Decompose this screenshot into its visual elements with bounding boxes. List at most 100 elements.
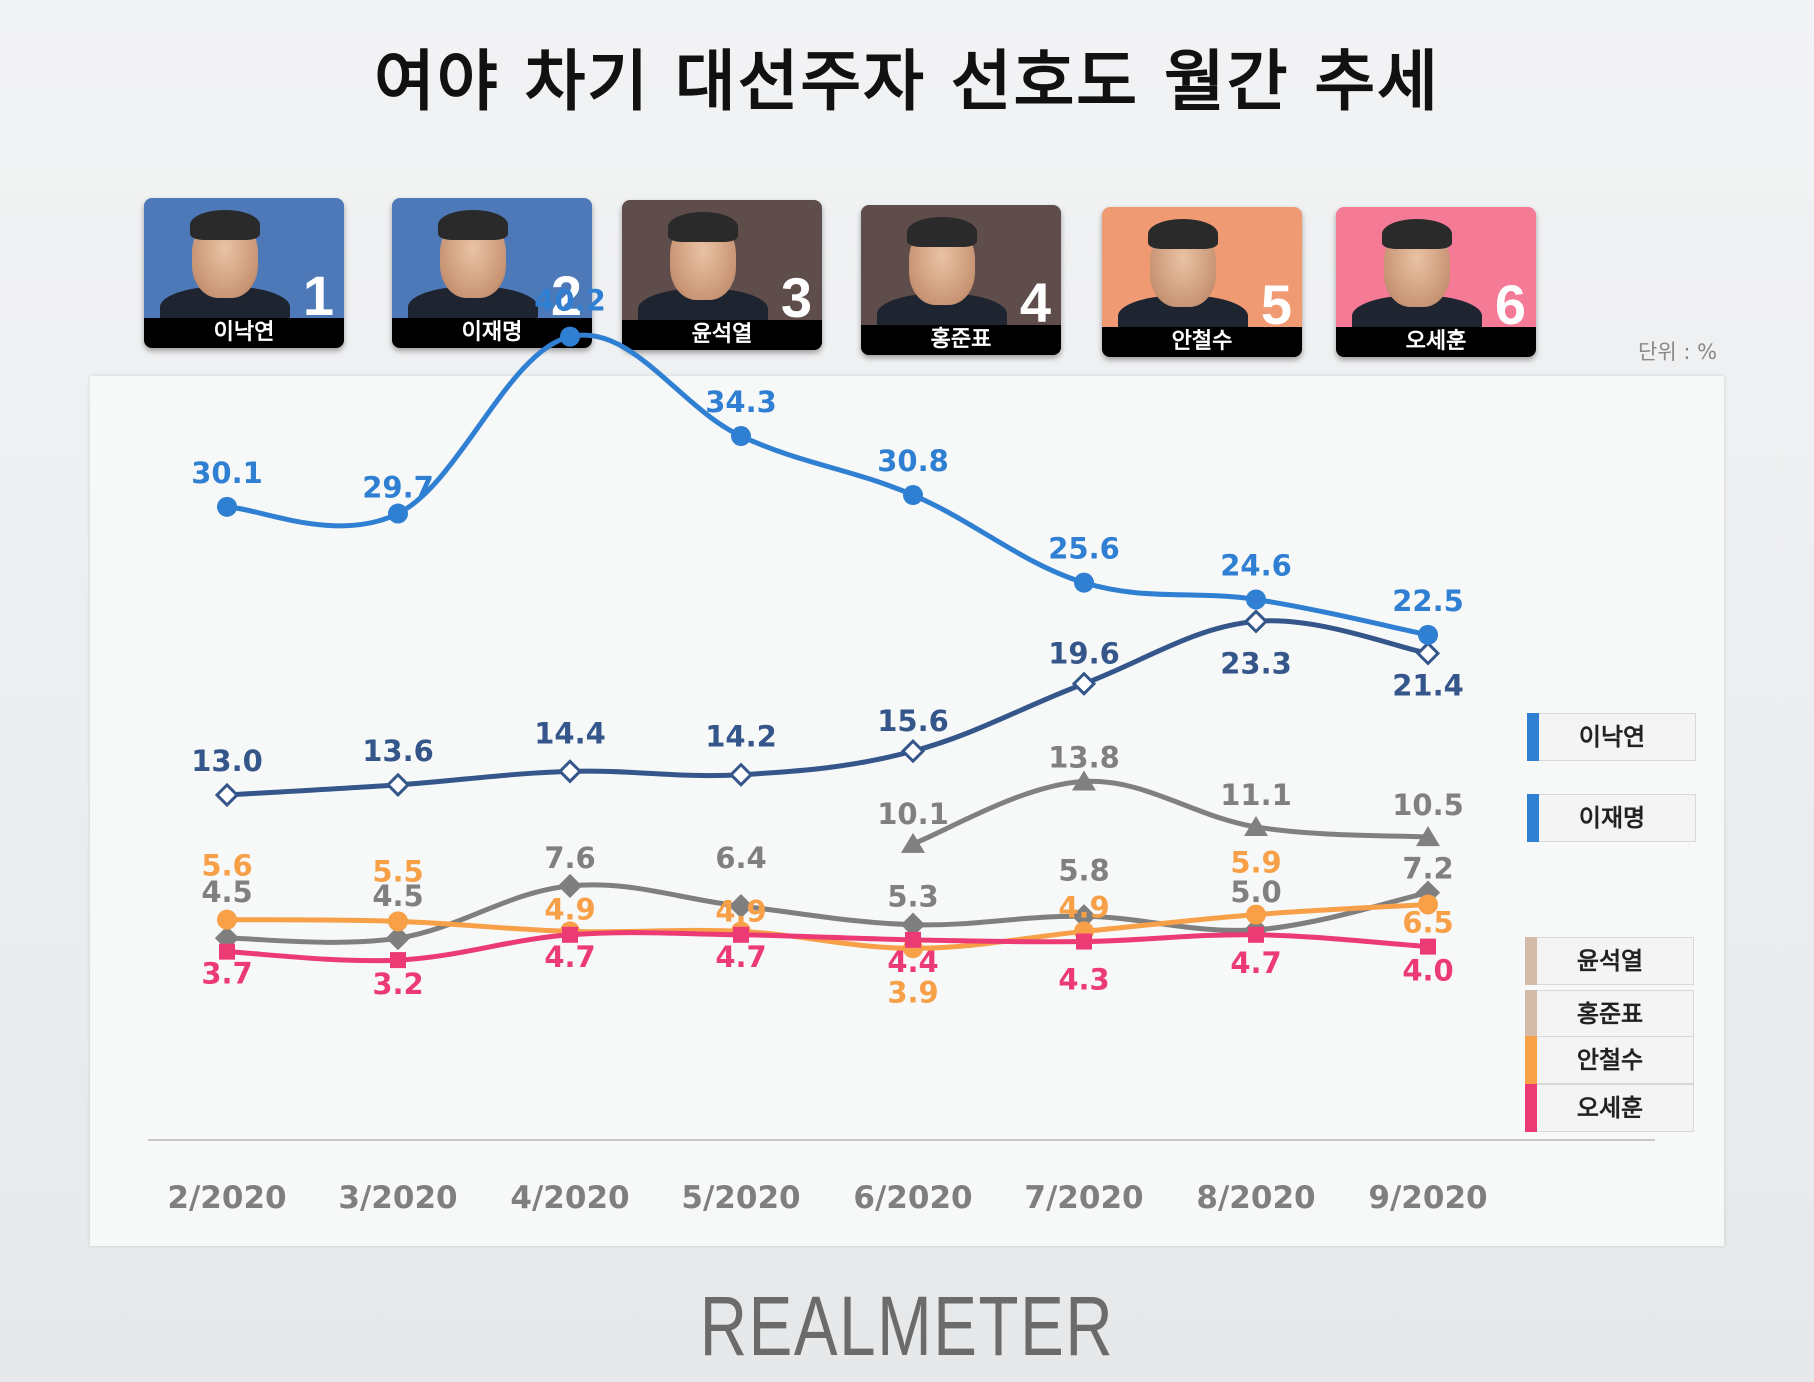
series-0-point — [1418, 624, 1438, 645]
candidate-rank: 4 — [1019, 271, 1051, 334]
x-tick-label: 9/2020 — [1368, 1180, 1487, 1216]
legend-label: 이낙연 — [1578, 723, 1646, 751]
series-5-point — [390, 952, 406, 969]
series-3-data-label: 6.4 — [715, 841, 766, 875]
series-1-point — [214, 782, 240, 808]
series-4-data-label: 5.5 — [372, 854, 423, 888]
series-0-point — [903, 485, 923, 506]
legend-swatch — [1525, 1036, 1537, 1084]
unit-label: 단위 : % — [1638, 340, 1718, 364]
series-2-point — [1416, 826, 1440, 847]
series-3-data-label: 5.3 — [887, 880, 938, 914]
legend-swatch — [1525, 937, 1537, 985]
x-tick-label: 7/2020 — [1024, 1180, 1143, 1216]
legend-item-2: 이재명 — [1527, 794, 1696, 842]
series-2-point — [1072, 770, 1096, 791]
series-5-point — [562, 926, 578, 943]
candidate-name: 이낙연 — [144, 318, 344, 348]
series-2-line — [910, 778, 1431, 847]
series-3-data-label: 5.0 — [1230, 875, 1281, 909]
series-0-data-label: 24.6 — [1220, 548, 1292, 582]
series-5-data-label: 4.7 — [544, 940, 595, 974]
series-5-data-label: 4.0 — [1402, 954, 1453, 988]
series-2-data-label: 11.1 — [1220, 778, 1292, 812]
series-4-data-label: 6.5 — [1402, 905, 1453, 939]
series-3-point — [900, 912, 926, 937]
series-5-data-label: 3.7 — [201, 957, 252, 991]
series-0-point — [388, 503, 408, 524]
series-3-data-label: 4.5 — [201, 875, 252, 909]
portrait-hair — [190, 210, 260, 240]
series-5-data-label: 3.2 — [372, 967, 423, 1001]
series-4-point — [217, 909, 237, 930]
x-tick-label: 5/2020 — [681, 1180, 800, 1216]
series-3-data-label: 7.6 — [544, 841, 595, 875]
portrait-hair — [1382, 219, 1452, 249]
series-0-data-label: 29.7 — [362, 471, 434, 505]
series-3-data-label: 7.2 — [1402, 852, 1453, 886]
series-0-point — [560, 326, 580, 347]
series-4-point — [1418, 894, 1438, 915]
legend-item-4: 홍준표 — [1525, 990, 1694, 1038]
series-0-point — [217, 496, 237, 517]
legend-swatch — [1527, 794, 1539, 842]
legend-label: 윤석열 — [1576, 947, 1644, 975]
legend-label: 홍준표 — [1576, 1000, 1644, 1028]
series-3-data-label: 5.8 — [1058, 853, 1109, 887]
candidate-name: 윤석열 — [622, 320, 822, 350]
series-0-data-label: 25.6 — [1048, 532, 1120, 566]
series-4-data-label: 5.6 — [201, 849, 252, 883]
series-5-data-label: 4.7 — [1230, 946, 1281, 980]
series-5-data-label: 4.4 — [887, 945, 938, 979]
series-5-line — [224, 930, 1431, 964]
series-1-data-label: 14.2 — [705, 720, 777, 754]
series-2-point — [1244, 815, 1268, 836]
candidate-card-1: 1 이낙연 — [144, 198, 344, 348]
series-1-point — [385, 772, 411, 797]
series-2-point — [901, 832, 925, 853]
candidate-card-5: 5 안철수 — [1102, 207, 1302, 357]
series-3-point — [385, 926, 411, 951]
candidate-cards: 1 이낙연 2 이재명 3 윤석열 4 홍준표 5 안철수 6 오세훈 — [0, 0, 1814, 380]
portrait-hair — [1148, 219, 1218, 249]
legend-item-6: 오세훈 — [1525, 1084, 1694, 1132]
series-5-data-label: 4.3 — [1058, 963, 1109, 997]
series-3-line — [224, 882, 1431, 945]
series-5-point — [905, 931, 921, 948]
legend-label: 안철수 — [1576, 1046, 1644, 1074]
series-1-point — [1071, 671, 1097, 696]
series-2-data-label: 13.8 — [1048, 740, 1120, 774]
series-1-point — [557, 759, 583, 784]
series-5-data-label: 4.7 — [715, 940, 766, 974]
x-tick-label: 4/2020 — [510, 1180, 629, 1216]
candidate-card-2: 2 이재명 — [392, 198, 592, 348]
candidate-name: 안철수 — [1102, 327, 1302, 357]
series-3-point — [728, 894, 754, 919]
series-0-point — [1074, 572, 1094, 593]
series-1-point — [1243, 609, 1269, 634]
candidate-name: 홍준표 — [861, 325, 1061, 355]
series-4-data-label: 5.9 — [1230, 846, 1281, 880]
legend-swatch — [1525, 990, 1537, 1038]
series-4-data-label: 4.9 — [544, 892, 595, 926]
series-1-data-label: 15.6 — [877, 704, 949, 738]
legend-item-5: 안철수 — [1525, 1036, 1694, 1084]
series-1-data-label: 23.3 — [1220, 646, 1292, 680]
legend-item-3: 윤석열 — [1525, 937, 1694, 985]
candidate-rank: 6 — [1494, 273, 1526, 336]
legend-swatch — [1527, 713, 1539, 761]
series-0-point — [1246, 589, 1266, 610]
candidate-rank: 1 — [302, 264, 334, 327]
candidate-rank: 2 — [550, 264, 582, 327]
candidate-card-6: 6 오세훈 — [1336, 207, 1536, 357]
candidate-rank: 3 — [780, 266, 812, 329]
series-0-data-label: 22.5 — [1392, 584, 1464, 618]
series-0-data-label: 34.3 — [705, 385, 777, 419]
series-1-line — [224, 618, 1431, 798]
series-0-data-label: 40.2 — [534, 284, 606, 318]
series-3-point — [557, 873, 583, 899]
candidate-card-4: 4 홍준표 — [861, 205, 1061, 355]
series-0-data-label: 30.8 — [877, 444, 949, 478]
candidate-name: 오세훈 — [1336, 327, 1536, 357]
legend-swatch — [1525, 1084, 1537, 1132]
